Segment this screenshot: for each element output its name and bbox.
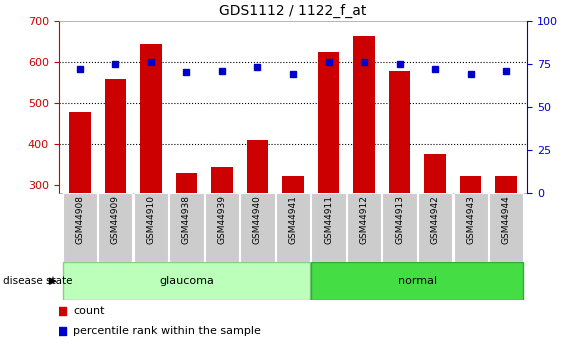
Bar xyxy=(212,167,233,193)
Bar xyxy=(134,193,168,262)
Text: GSM44940: GSM44940 xyxy=(253,195,262,244)
Bar xyxy=(347,193,381,262)
Bar xyxy=(140,44,162,193)
Bar xyxy=(69,112,91,193)
Text: GSM44941: GSM44941 xyxy=(288,195,298,244)
Bar xyxy=(276,193,310,262)
Bar xyxy=(205,193,239,262)
Bar xyxy=(63,262,310,300)
Bar xyxy=(460,176,481,193)
Bar xyxy=(240,193,274,262)
Bar xyxy=(495,176,517,193)
Text: GSM44913: GSM44913 xyxy=(395,195,404,244)
Text: glaucoma: glaucoma xyxy=(159,276,214,286)
Bar xyxy=(98,193,132,262)
Bar xyxy=(247,140,268,193)
Text: GSM44911: GSM44911 xyxy=(324,195,333,244)
Bar xyxy=(318,52,339,193)
Text: GSM44944: GSM44944 xyxy=(502,195,510,244)
Text: count: count xyxy=(73,306,105,315)
Text: GSM44938: GSM44938 xyxy=(182,195,191,244)
Text: GSM44909: GSM44909 xyxy=(111,195,120,244)
Bar xyxy=(105,79,126,193)
Text: GSM44912: GSM44912 xyxy=(360,195,369,244)
Text: percentile rank within the sample: percentile rank within the sample xyxy=(73,326,261,336)
Bar xyxy=(418,193,452,262)
Text: GSM44943: GSM44943 xyxy=(466,195,475,244)
Bar xyxy=(353,36,374,193)
Bar xyxy=(312,262,523,300)
Bar xyxy=(63,193,97,262)
Text: GSM44910: GSM44910 xyxy=(146,195,155,244)
Title: GDS1112 / 1122_f_at: GDS1112 / 1122_f_at xyxy=(219,4,367,18)
Bar xyxy=(389,71,410,193)
Text: disease state: disease state xyxy=(3,276,73,286)
Bar xyxy=(176,174,197,193)
Bar xyxy=(489,193,523,262)
Bar xyxy=(312,193,346,262)
Bar xyxy=(282,176,304,193)
Bar xyxy=(383,193,417,262)
Bar xyxy=(454,193,488,262)
Text: GSM44942: GSM44942 xyxy=(431,195,440,244)
Bar xyxy=(169,193,203,262)
Bar xyxy=(424,154,446,193)
Text: GSM44908: GSM44908 xyxy=(76,195,84,244)
Text: GSM44939: GSM44939 xyxy=(217,195,226,244)
Text: normal: normal xyxy=(398,276,437,286)
